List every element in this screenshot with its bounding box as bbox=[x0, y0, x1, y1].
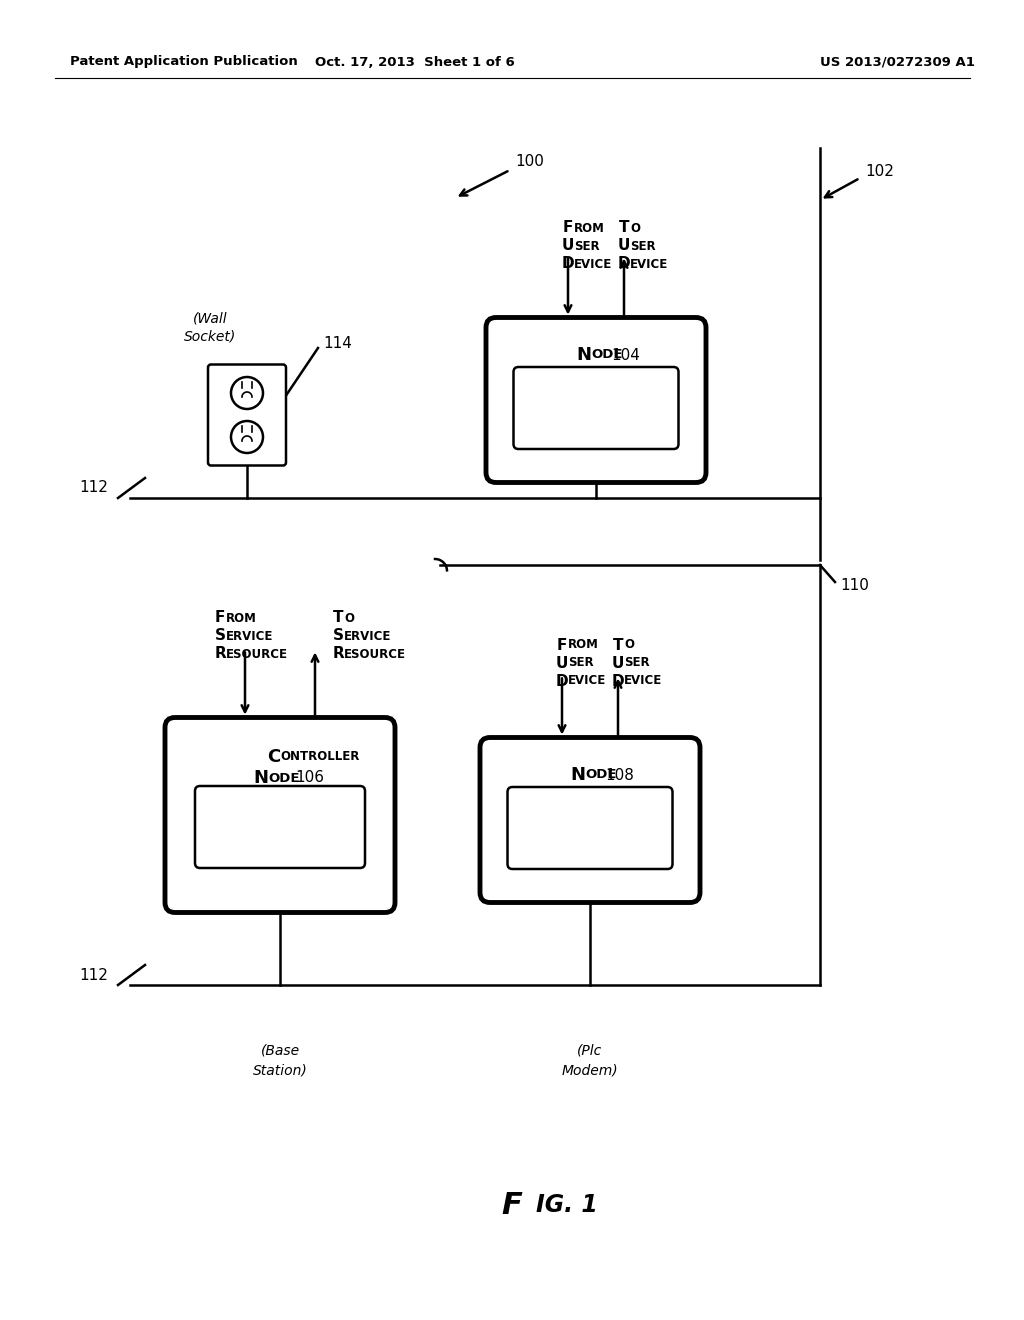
Text: R: R bbox=[214, 647, 226, 661]
Text: F: F bbox=[215, 610, 225, 626]
FancyBboxPatch shape bbox=[165, 718, 395, 912]
Text: 116: 116 bbox=[575, 841, 604, 855]
Text: SER: SER bbox=[630, 239, 655, 252]
Text: U: U bbox=[611, 656, 625, 671]
Text: ERVICE: ERVICE bbox=[226, 630, 273, 643]
Text: ESOURCE: ESOURCE bbox=[344, 648, 406, 660]
Text: U: U bbox=[617, 239, 630, 253]
Text: U: U bbox=[562, 239, 574, 253]
Text: T: T bbox=[618, 220, 630, 235]
Text: S: S bbox=[214, 628, 225, 644]
Text: F: F bbox=[563, 220, 573, 235]
Text: 110: 110 bbox=[840, 578, 869, 594]
Text: EVICE: EVICE bbox=[568, 675, 606, 688]
Text: SER: SER bbox=[624, 656, 649, 669]
Text: D: D bbox=[611, 673, 625, 689]
Text: Modem): Modem) bbox=[562, 1063, 618, 1077]
Text: N: N bbox=[570, 766, 585, 784]
Text: (Wall: (Wall bbox=[193, 312, 227, 325]
Text: IG. 1: IG. 1 bbox=[536, 1193, 598, 1217]
Text: (Base: (Base bbox=[260, 1043, 300, 1057]
Text: 104: 104 bbox=[611, 347, 640, 363]
Text: T: T bbox=[612, 638, 624, 652]
FancyBboxPatch shape bbox=[486, 318, 706, 483]
Text: ODE: ODE bbox=[591, 348, 623, 362]
Text: 112: 112 bbox=[79, 968, 108, 982]
Text: SER: SER bbox=[568, 656, 594, 669]
Text: RANSCEIVER: RANSCEIVER bbox=[596, 404, 680, 417]
Text: T: T bbox=[267, 818, 280, 836]
Text: US 2013/0272309 A1: US 2013/0272309 A1 bbox=[820, 55, 975, 69]
Text: EVICE: EVICE bbox=[630, 257, 669, 271]
Text: ROM: ROM bbox=[226, 611, 257, 624]
Text: N: N bbox=[253, 770, 268, 787]
Text: O: O bbox=[624, 639, 634, 652]
Text: 100: 100 bbox=[515, 154, 544, 169]
Text: ROM: ROM bbox=[574, 222, 605, 235]
Text: N: N bbox=[575, 346, 591, 364]
Text: F: F bbox=[557, 638, 567, 652]
FancyBboxPatch shape bbox=[480, 738, 700, 903]
Text: U: U bbox=[556, 656, 568, 671]
Text: (Plc: (Plc bbox=[578, 1043, 603, 1057]
Text: RANSCEIVER: RANSCEIVER bbox=[280, 821, 365, 833]
Text: ONTROLLER: ONTROLLER bbox=[280, 751, 359, 763]
Text: O: O bbox=[344, 611, 354, 624]
Text: F: F bbox=[502, 1191, 522, 1220]
Text: 106: 106 bbox=[296, 771, 325, 785]
Text: ROM: ROM bbox=[568, 639, 599, 652]
Text: EVICE: EVICE bbox=[624, 675, 663, 688]
FancyBboxPatch shape bbox=[195, 785, 365, 869]
Text: T: T bbox=[578, 821, 590, 840]
Text: Patent Application Publication: Patent Application Publication bbox=[70, 55, 298, 69]
Text: 116: 116 bbox=[265, 840, 295, 854]
Text: D: D bbox=[556, 673, 568, 689]
Text: ESOURCE: ESOURCE bbox=[226, 648, 288, 660]
FancyBboxPatch shape bbox=[208, 364, 286, 466]
FancyBboxPatch shape bbox=[513, 367, 679, 449]
Text: ODE: ODE bbox=[268, 771, 299, 784]
Text: Station): Station) bbox=[253, 1063, 307, 1077]
Text: 102: 102 bbox=[865, 165, 894, 180]
Text: SER: SER bbox=[574, 239, 600, 252]
Text: R: R bbox=[332, 647, 344, 661]
Text: T: T bbox=[333, 610, 343, 626]
Text: 114: 114 bbox=[323, 337, 352, 351]
Text: S: S bbox=[333, 628, 343, 644]
Text: 108: 108 bbox=[605, 767, 635, 783]
Text: 112: 112 bbox=[79, 480, 108, 495]
Text: RANSCEIVER: RANSCEIVER bbox=[590, 824, 674, 837]
Text: Socket): Socket) bbox=[184, 329, 237, 343]
Text: D: D bbox=[562, 256, 574, 272]
FancyBboxPatch shape bbox=[508, 787, 673, 869]
Text: D: D bbox=[617, 256, 631, 272]
Text: Oct. 17, 2013  Sheet 1 of 6: Oct. 17, 2013 Sheet 1 of 6 bbox=[315, 55, 515, 69]
Text: 116: 116 bbox=[582, 421, 610, 436]
Text: O: O bbox=[630, 222, 640, 235]
Text: EVICE: EVICE bbox=[574, 257, 612, 271]
Text: T: T bbox=[584, 401, 596, 418]
Text: C: C bbox=[266, 748, 280, 766]
Text: ERVICE: ERVICE bbox=[344, 630, 391, 643]
Text: ODE: ODE bbox=[585, 768, 616, 781]
